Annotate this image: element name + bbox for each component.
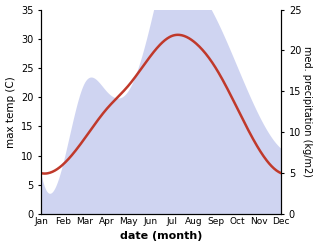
Y-axis label: max temp (C): max temp (C)	[5, 76, 16, 148]
X-axis label: date (month): date (month)	[120, 231, 203, 242]
Y-axis label: med. precipitation (kg/m2): med. precipitation (kg/m2)	[302, 46, 313, 177]
